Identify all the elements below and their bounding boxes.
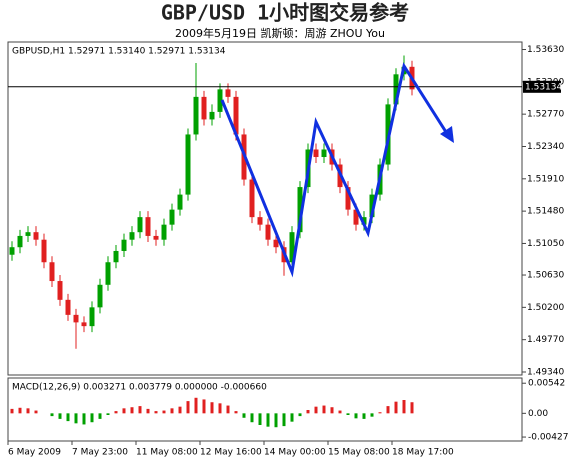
y-tick-label: 1.50630 bbox=[527, 271, 564, 281]
x-tick-label: 6 May 2009 bbox=[8, 448, 61, 458]
candle-body bbox=[185, 134, 191, 195]
last-price-label: 1.53134 bbox=[525, 82, 562, 92]
y-tick-label: 1.49340 bbox=[527, 367, 564, 377]
candle-body bbox=[345, 187, 351, 210]
candle-body bbox=[233, 96, 239, 135]
candle-body bbox=[81, 322, 87, 327]
candle-body bbox=[313, 149, 319, 158]
last-price-box bbox=[523, 80, 561, 93]
y-tick-label: 1.52340 bbox=[527, 142, 564, 152]
candle-body bbox=[169, 209, 175, 225]
candle-body bbox=[201, 96, 207, 120]
y-tick-label: 1.52770 bbox=[527, 110, 564, 120]
candle-body bbox=[65, 299, 71, 315]
candle-body bbox=[353, 209, 359, 225]
candle-body bbox=[273, 239, 279, 248]
candle-body bbox=[177, 194, 183, 210]
macd-tick-label: -0.00427 bbox=[528, 433, 568, 443]
macd-panel bbox=[7, 377, 523, 442]
y-tick-label: 1.49770 bbox=[527, 335, 564, 345]
candle-body bbox=[361, 217, 367, 225]
chart-subtitle: 2009年5月19日 凯斯顿：周游 ZHOU You bbox=[175, 26, 385, 40]
candle-body bbox=[209, 111, 215, 120]
x-tick-label: 15 May 08:00 bbox=[328, 448, 390, 458]
candle-body bbox=[97, 284, 103, 308]
x-tick-label: 18 May 17:00 bbox=[392, 448, 454, 458]
price-panel bbox=[7, 41, 523, 376]
candle-body bbox=[137, 217, 143, 233]
candle-body bbox=[265, 224, 271, 240]
info-label: GBPUSD,H1 1.52971 1.53140 1.52971 1.5313… bbox=[12, 47, 226, 57]
candle-body bbox=[25, 232, 31, 236]
candle-body bbox=[17, 235, 23, 248]
chart-title: GBP/USD 1小时图交易参考 bbox=[161, 1, 409, 25]
candle-body bbox=[129, 232, 135, 240]
y-tick-label: 1.51480 bbox=[527, 207, 564, 217]
candle-body bbox=[145, 217, 151, 236]
candle-body bbox=[49, 262, 55, 282]
candle-body bbox=[113, 250, 119, 263]
candle-body bbox=[289, 232, 295, 263]
macd-tick-label: 0.00542 bbox=[528, 379, 565, 389]
candle-body bbox=[153, 235, 159, 240]
x-tick-label: 14 May 00:00 bbox=[264, 448, 326, 458]
candle-body bbox=[105, 262, 111, 285]
trend-path bbox=[220, 62, 448, 278]
candle-body bbox=[9, 247, 15, 255]
candle-body bbox=[73, 314, 79, 323]
candle-body bbox=[257, 217, 263, 225]
candle-body bbox=[41, 239, 47, 263]
y-tick-label: 1.51910 bbox=[527, 174, 564, 184]
x-tick-label: 7 May 23:00 bbox=[72, 448, 128, 458]
x-tick-label: 12 May 16:00 bbox=[200, 448, 262, 458]
candle-body bbox=[297, 187, 303, 233]
macd-tick-label: 0.00 bbox=[528, 409, 548, 419]
candle-body bbox=[57, 281, 63, 300]
candle-body bbox=[369, 194, 375, 218]
x-tick-label: 11 May 08:00 bbox=[136, 448, 198, 458]
macd-label: MACD(12,26,9) 0.003271 0.003779 0.000000… bbox=[12, 383, 267, 393]
y-tick-label: 1.53630 bbox=[527, 45, 564, 55]
arrow-head bbox=[440, 126, 454, 143]
y-tick-label: 1.51050 bbox=[527, 239, 564, 249]
candle-body bbox=[89, 307, 95, 327]
candle-body bbox=[121, 239, 127, 251]
candle-body bbox=[225, 89, 231, 97]
candle-body bbox=[193, 96, 199, 135]
y-tick-label: 1.50200 bbox=[527, 303, 564, 313]
candle-body bbox=[33, 232, 39, 240]
candle-body bbox=[161, 224, 167, 240]
candle-body bbox=[393, 74, 399, 105]
candle-body bbox=[249, 179, 255, 218]
candle-body bbox=[321, 149, 327, 158]
candle-body bbox=[217, 89, 223, 112]
trend-arrow bbox=[220, 62, 454, 278]
